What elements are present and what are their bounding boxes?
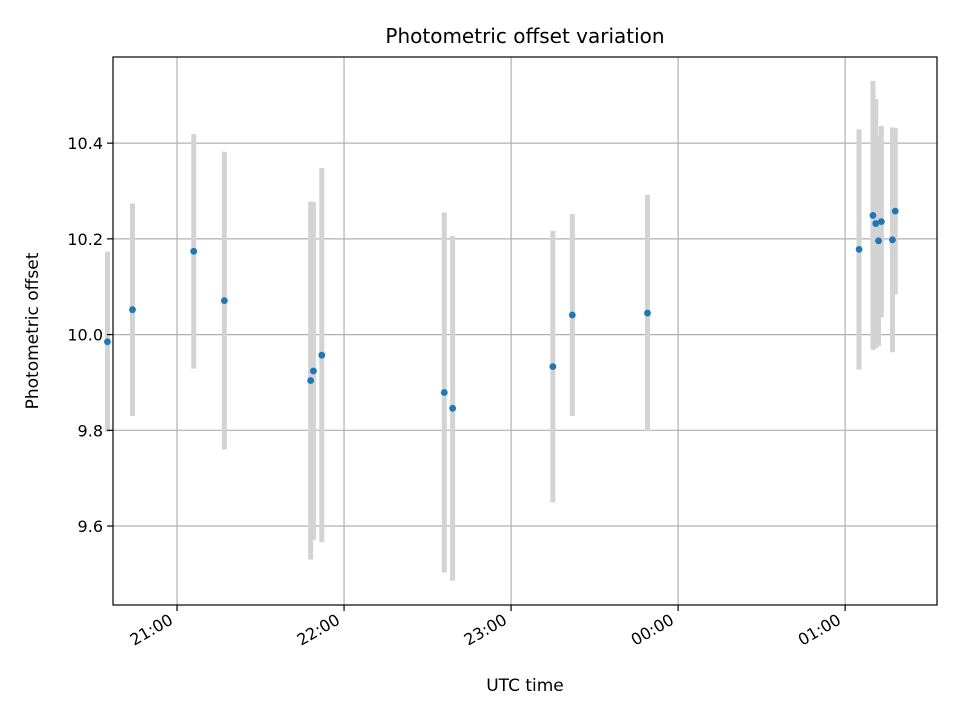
- data-point: [855, 245, 863, 253]
- y-tick-label: 9.8: [78, 421, 103, 440]
- data-point: [449, 404, 457, 412]
- data-point: [568, 311, 576, 319]
- data-point: [549, 363, 557, 371]
- grid: [113, 57, 937, 605]
- data-point: [307, 377, 315, 384]
- data-point: [129, 306, 136, 314]
- data-point: [889, 236, 896, 244]
- data-point: [310, 367, 317, 375]
- data-point: [104, 338, 111, 346]
- y-tick-label: 10.4: [67, 134, 103, 153]
- data-point: [872, 220, 880, 227]
- data-point: [440, 389, 448, 396]
- data-point: [891, 207, 899, 215]
- data-point: [220, 297, 228, 305]
- y-tick-label: 10.0: [67, 326, 103, 345]
- x-axis-title: UTC time: [486, 676, 564, 696]
- data-points: [104, 207, 899, 412]
- y-tick-label: 9.6: [78, 517, 103, 536]
- chart-title: Photometric offset variation: [385, 24, 664, 48]
- data-point: [869, 212, 877, 219]
- y-axis-title: Photometric offset: [23, 252, 43, 409]
- y-tick-label: 10.2: [67, 230, 103, 249]
- data-point: [318, 351, 326, 359]
- data-point: [190, 247, 198, 255]
- plot-frame: [112, 56, 938, 606]
- data-point: [644, 309, 651, 317]
- data-point: [877, 218, 885, 226]
- data-point: [875, 237, 882, 245]
